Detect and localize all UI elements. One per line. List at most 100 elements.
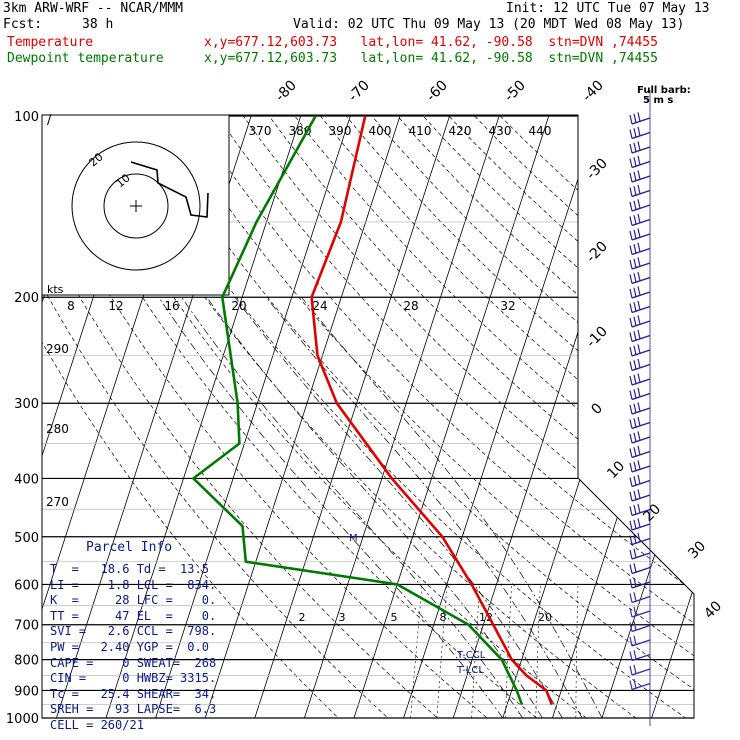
wind-barb-flag	[637, 242, 641, 253]
mixing-ratio-label: 20	[538, 611, 552, 624]
theta-label: 270	[46, 495, 69, 509]
wind-barb	[631, 392, 651, 401]
wind-barb	[631, 131, 651, 140]
wind-barb	[631, 189, 651, 198]
wind-barb-flag	[637, 286, 641, 296]
wind-barb-flag	[629, 520, 633, 531]
wind-barb-flag	[637, 126, 641, 137]
wind-barb-flag	[633, 244, 637, 254]
temperature-legend: Temperature	[7, 35, 94, 50]
wind-barb	[631, 581, 651, 589]
wind-barb-flag	[633, 403, 637, 413]
wind-barb-flag	[637, 474, 641, 485]
isotherm-label: -40	[579, 77, 606, 104]
wind-barb-flag	[633, 331, 637, 341]
wind-barb-flag	[629, 158, 633, 168]
hodograph-corner-mark: /	[47, 113, 52, 128]
dry-adiabat	[42, 115, 503, 718]
wind-barb	[631, 421, 651, 430]
wind-barb-flag	[633, 142, 637, 152]
parcel-info-row: CELL = 260/21	[50, 718, 144, 732]
isotherm-label: -60	[423, 77, 450, 104]
dewpoint-location-info: x,y=677.12,603.73 lat,lon= 41.62, -90.58…	[204, 51, 658, 66]
m-marker: M	[349, 533, 358, 544]
wind-barb-flag	[629, 593, 633, 603]
mixing-ratio-label: 8	[440, 611, 447, 624]
wind-barb-flag	[629, 419, 633, 429]
forecast-label: Fcst:	[3, 17, 43, 32]
wind-barb-flag	[633, 461, 637, 471]
wind-barb-flag	[629, 680, 633, 690]
hodograph-axis-label: 8	[67, 299, 75, 313]
pressure-label: 1000	[6, 712, 39, 727]
mixing-ratio-label: 2	[299, 611, 306, 624]
wind-barb-flag	[637, 503, 641, 514]
wind-barbs	[629, 90, 651, 726]
parcel-info-row: LI = 1.8 LCL = 834.	[50, 577, 217, 592]
wind-barb-flag	[633, 360, 637, 370]
wind-barb-flag	[637, 489, 641, 499]
wind-barb	[631, 537, 651, 546]
wind-barb-flag	[633, 345, 637, 355]
wind-barb-flag	[633, 316, 637, 326]
wind-barb-flag	[633, 287, 637, 297]
wind-barb-flag	[629, 433, 633, 444]
wind-barb-flag	[633, 519, 637, 529]
wind-barb	[631, 639, 651, 647]
wind-barb-flag	[629, 448, 633, 458]
wind-barb-flag	[629, 303, 633, 313]
wind-barb-flag	[629, 549, 633, 560]
wind-barb	[631, 218, 651, 227]
wind-barb	[631, 160, 651, 169]
hodograph-axis-label: 24	[312, 299, 327, 313]
wind-barb-flag	[637, 213, 641, 224]
wind-barb-flag	[633, 621, 637, 631]
theta-label: 430	[489, 124, 512, 138]
theta-label: 410	[409, 124, 432, 138]
parcel-info-row: T = 18.6 Td = 13.5	[50, 562, 209, 576]
valid-time: Valid: 02 UTC Thu 09 May 13 (20 MDT Wed …	[293, 17, 685, 32]
wind-barb	[631, 146, 651, 154]
wind-barb-flag	[637, 170, 641, 180]
dewpoint-profile	[192, 115, 524, 706]
mixing-ratio-label: 5	[391, 611, 398, 624]
pressure-label: 400	[14, 472, 39, 487]
init-time: Init: 12 UTC Tue 07 May 13	[506, 1, 710, 16]
wind-barb	[631, 436, 651, 444]
barb-key-line1: Full barb:	[637, 85, 691, 96]
wind-barb	[631, 552, 651, 560]
wind-barb	[631, 653, 651, 662]
isotherm-line	[200, 115, 410, 718]
theta-label: 420	[449, 124, 472, 138]
wind-barb	[631, 682, 651, 691]
wind-barb	[631, 320, 651, 328]
wind-barb-flag	[629, 375, 633, 386]
isotherm-line	[349, 115, 559, 718]
wind-barb-flag	[629, 245, 633, 255]
dewpoint-legend: Dewpoint temperature	[7, 51, 164, 66]
wind-barb-flag	[637, 300, 641, 311]
mixing-ratio-line	[410, 584, 423, 718]
wind-barb-flag	[633, 650, 637, 660]
wind-barb-flag	[633, 577, 637, 587]
wind-barb-flag	[637, 141, 641, 151]
wind-barb-flag	[637, 358, 641, 369]
wind-barb-flag	[637, 315, 641, 325]
wind-barb-flag	[629, 578, 633, 589]
dry-adiabat	[422, 115, 694, 718]
parcel-info-row: PW = 2.40 YGP = 0.0	[50, 640, 209, 654]
dry-adiabat	[348, 115, 694, 718]
wind-barb	[631, 523, 651, 531]
wind-barb-flag	[637, 416, 641, 427]
dry-adiabat	[223, 115, 694, 718]
isotherm-label: 40	[701, 598, 725, 622]
wind-barb	[631, 566, 651, 575]
isotherm-label: 0	[588, 400, 606, 418]
isotherm-label: 10	[604, 458, 628, 482]
mixing-ratio-line	[505, 584, 512, 718]
wind-barb-flag	[633, 215, 637, 225]
hodograph-ring	[71, 141, 201, 271]
hodograph-axis-label: 20	[231, 299, 246, 313]
